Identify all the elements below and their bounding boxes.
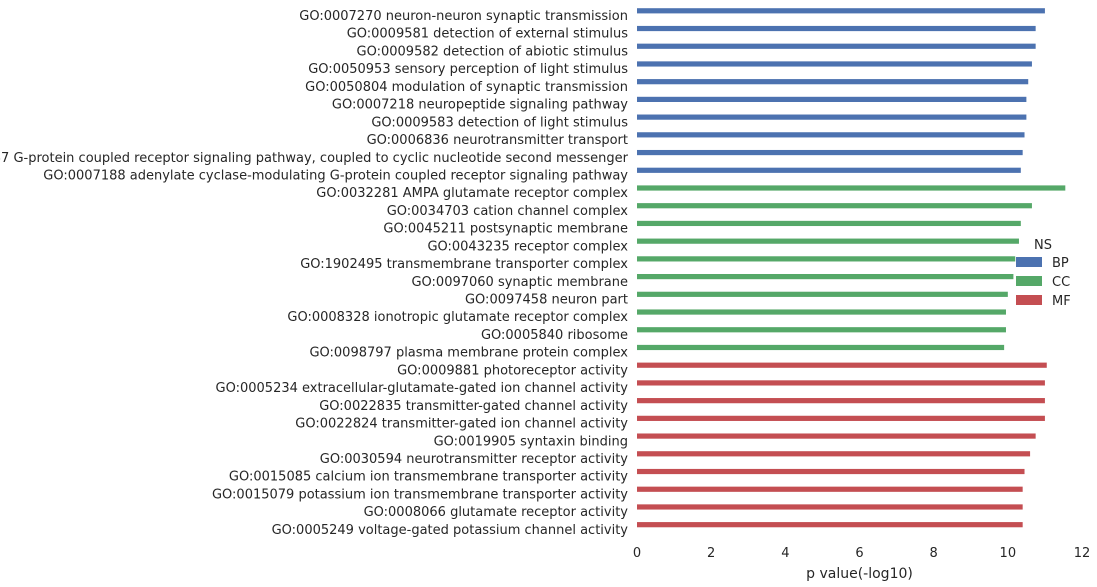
x-axis-label: p value(-log10) [806, 566, 913, 582]
legend-swatch-bp [1016, 257, 1042, 267]
category-label: GO:0009581 detection of external stimulu… [347, 27, 629, 42]
bar-mf [637, 468, 1025, 475]
category-label: GO:0005840 ribosome [481, 328, 628, 343]
legend-label-bp: BP [1052, 256, 1069, 271]
bar-bp [637, 167, 1021, 173]
category-label: GO:0097060 synaptic membrane [411, 275, 628, 290]
category-label: GO:0043235 receptor complex [427, 239, 628, 254]
category-label: GO:0005249 voltage-gated potassium chann… [272, 523, 629, 538]
x-tick-label: 12 [1074, 546, 1091, 561]
bar-bp [637, 79, 1029, 85]
category-label: GO:0022835 transmitter-gated channel act… [319, 399, 628, 414]
legend-label-mf: MF [1052, 294, 1071, 309]
category-label: GO:0009582 detection of abiotic stimulus [357, 44, 629, 59]
category-label: GO:0009881 photoreceptor activity [397, 363, 628, 378]
bar-cc [637, 274, 1014, 280]
legend: NS BP CC MF [1016, 238, 1071, 309]
bar-mf [637, 362, 1047, 368]
x-tick-label: 8 [930, 546, 938, 561]
category-label: GO:0005234 extracellular-glutamate-gated… [216, 381, 629, 396]
category-label: GO:0022824 transmitter-gated ion channel… [295, 417, 628, 432]
x-tick-label: 6 [855, 546, 863, 561]
bar-mf [637, 380, 1045, 386]
x-tick-label: 0 [633, 546, 641, 561]
x-axis-ticks: 0 2 4 6 8 10 12 [633, 546, 1090, 561]
bar-cc [637, 185, 1066, 191]
bar-cc [637, 309, 1006, 315]
bar-cc [637, 256, 1016, 262]
bar-mf [637, 398, 1045, 404]
bar-bp [637, 149, 1023, 156]
bar-cc [637, 238, 1019, 244]
bar-mf [637, 504, 1023, 510]
category-label: GO:0006836 neurotransmitter transport [367, 133, 628, 148]
category-label: GO:0007188 adenylate cyclase-modulating … [43, 168, 628, 183]
bar-bp [637, 96, 1027, 102]
category-label: GO:0045211 postsynaptic membrane [383, 222, 628, 237]
legend-swatch-cc [1016, 276, 1042, 286]
bar-mf [637, 451, 1031, 457]
category-label: GO:0050953 sensory perception of light s… [308, 62, 628, 77]
bar-mf [637, 522, 1023, 528]
legend-label-cc: CC [1052, 275, 1070, 290]
legend-title: NS [1034, 238, 1052, 253]
bar-cc [637, 203, 1032, 209]
bar-mf [637, 415, 1045, 421]
category-label: GO:0008328 ionotropic glutamate receptor… [287, 310, 628, 325]
legend-entries: BP CC MF [1016, 256, 1071, 309]
bar-mf [637, 433, 1036, 439]
category-label: GO:0098797 plasma membrane protein compl… [309, 346, 628, 361]
category-label: GO:0015079 potassium ion transmembrane t… [212, 487, 628, 502]
category-label: GO:0097458 neuron part [465, 293, 628, 308]
category-label: GO:0030594 neurotransmitter receptor act… [320, 452, 629, 467]
bar-cc [637, 291, 1008, 297]
x-tick-label: 10 [1000, 546, 1017, 561]
bar-cc [637, 327, 1006, 333]
bar-bp [637, 8, 1045, 14]
bars [637, 8, 1066, 528]
x-tick-label: 2 [707, 546, 715, 561]
category-label: GO:1902495 transmembrane transporter com… [300, 257, 628, 272]
category-label: GO:0007218 neuropeptide signaling pathwa… [332, 98, 628, 113]
category-label: GO:0034703 cation channel complex [387, 204, 629, 219]
category-label: GO:0007187 G-protein coupled receptor si… [0, 151, 629, 166]
category-labels: GO:0007270 neuron-neuron synaptic transm… [0, 9, 629, 538]
bar-bp [637, 61, 1032, 67]
category-label: GO:0050804 modulation of synaptic transm… [305, 80, 628, 95]
category-label: GO:0019905 syntaxin binding [434, 434, 628, 449]
category-label: GO:0008066 glutamate receptor activity [364, 505, 629, 520]
category-label: GO:0009583 detection of light stimulus [371, 115, 628, 130]
bar-bp [637, 25, 1036, 32]
category-label: GO:0007270 neuron-neuron synaptic transm… [299, 9, 628, 24]
category-label: GO:0032281 AMPA glutamate receptor compl… [316, 186, 628, 201]
bar-cc [637, 220, 1021, 227]
x-tick-label: 4 [781, 546, 789, 561]
bar-bp [637, 132, 1025, 138]
category-label: GO:0015085 calcium ion transmembrane tra… [229, 470, 628, 485]
bar-mf [637, 486, 1023, 492]
bar-bp [637, 43, 1036, 49]
bar-cc [637, 344, 1005, 351]
bar-bp [637, 114, 1027, 120]
legend-swatch-mf [1016, 295, 1042, 305]
